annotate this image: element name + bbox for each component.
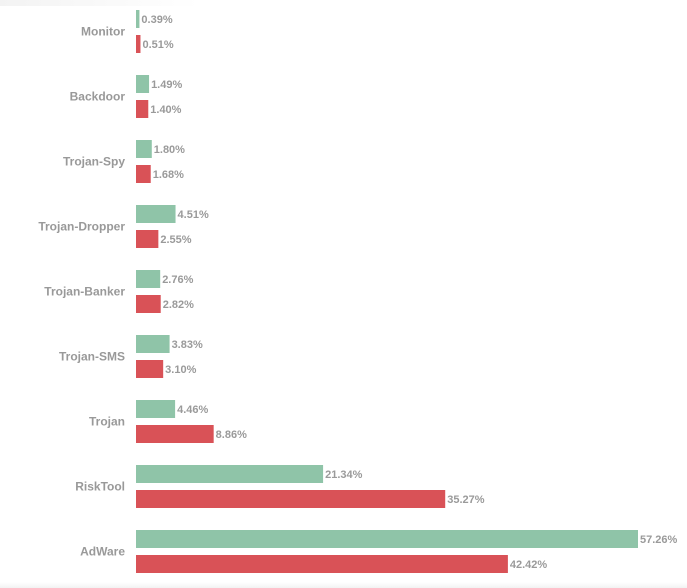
data-label: 8.86% — [216, 429, 247, 441]
category-label: Monitor — [81, 25, 125, 39]
bar-series-2 — [136, 295, 161, 313]
category-label: Backdoor — [70, 90, 126, 104]
bar-series-2 — [136, 490, 446, 508]
bar-series-1 — [136, 335, 170, 353]
data-label: 4.46% — [177, 404, 208, 416]
bar-series-2 — [136, 555, 508, 573]
category-label: Trojan-SMS — [59, 350, 125, 364]
data-label: 0.39% — [141, 14, 172, 26]
data-label: 1.68% — [153, 169, 184, 181]
data-label: 2.55% — [160, 234, 191, 246]
category-label: Trojan — [89, 415, 125, 429]
data-label: 21.34% — [325, 469, 363, 481]
data-label: 57.26% — [640, 534, 678, 546]
data-label: 1.80% — [154, 144, 185, 156]
data-label: 1.49% — [151, 79, 182, 91]
bar-series-1 — [136, 270, 161, 288]
data-label: 2.76% — [162, 274, 193, 286]
bar-series-2 — [136, 425, 214, 443]
data-label: 3.10% — [165, 364, 196, 376]
bar-series-2 — [136, 360, 164, 378]
bar-series-1 — [136, 75, 150, 93]
category-label: Trojan-Banker — [44, 285, 125, 299]
data-label: 4.51% — [178, 209, 209, 221]
data-label: 35.27% — [447, 494, 485, 506]
category-label: RiskTool — [75, 480, 125, 494]
bar-series-1 — [136, 205, 176, 223]
bar-series-2 — [136, 100, 149, 118]
bar-series-2 — [136, 230, 159, 248]
bar-series-1 — [136, 400, 176, 418]
bottom-shadow — [0, 582, 687, 588]
bar-series-2 — [136, 35, 141, 53]
data-label: 3.83% — [172, 339, 203, 351]
bar-series-2 — [136, 165, 151, 183]
data-label: 1.40% — [150, 104, 181, 116]
category-label: Trojan-Spy — [63, 155, 125, 169]
bar-series-1 — [136, 530, 638, 548]
data-label: 2.82% — [163, 299, 194, 311]
category-label: Trojan-Dropper — [38, 220, 125, 234]
bar-series-1 — [136, 465, 324, 483]
top-shadow — [0, 0, 200, 6]
data-label: 42.42% — [510, 559, 548, 571]
data-label: 0.51% — [142, 39, 173, 51]
bar-series-1 — [136, 140, 152, 158]
category-label: AdWare — [80, 545, 125, 559]
bar-series-1 — [136, 10, 140, 28]
